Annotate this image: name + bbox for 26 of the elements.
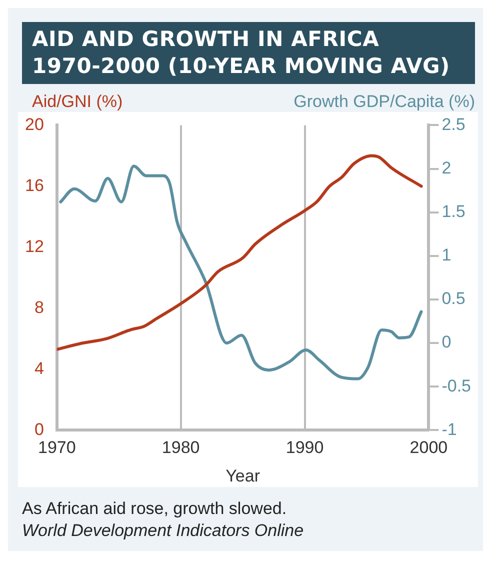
y-tick-label: 8 [34,298,44,317]
line-series [59,164,423,380]
y2-tick-label: -1 [442,420,457,439]
text: As African aid rose, growth slowed. [22,499,288,519]
x-axis-title: Year [226,466,260,486]
y2-tick-label: 1.5 [442,202,466,222]
y2-tick-label: 2.5 [442,114,466,134]
y-tick-label: 0 [34,420,44,439]
x-tick-label: 2000 [410,438,448,458]
y2-tick-label: 1 [442,246,452,265]
y-tick-label: 4 [34,358,44,378]
line-series [56,154,423,351]
y2-tick-label: 2 [442,158,452,178]
y-tick-label: 20 [24,114,44,134]
text: World Development Indicators Online [22,521,305,541]
y2-tick-label: -0.5 [442,376,472,396]
y-axis-title: Aid/GNI (%) [32,92,123,112]
chart-title: AID AND GROWTH IN AFRICA 1970-2000 (10-YEAR MOVING AVG) [22,22,475,84]
y-tick-label: 16 [24,176,44,195]
x-tick-label: 1980 [162,438,200,458]
x-tick-label: 1990 [286,438,324,458]
y2-tick-label: 0 [442,332,452,352]
y-tick-label: 12 [24,236,44,256]
y2-tick-label: 0.5 [442,289,466,308]
y2-axis-title: Growth GDP/Capita (%) [294,92,475,112]
x-tick-label: 1970 [38,438,76,458]
